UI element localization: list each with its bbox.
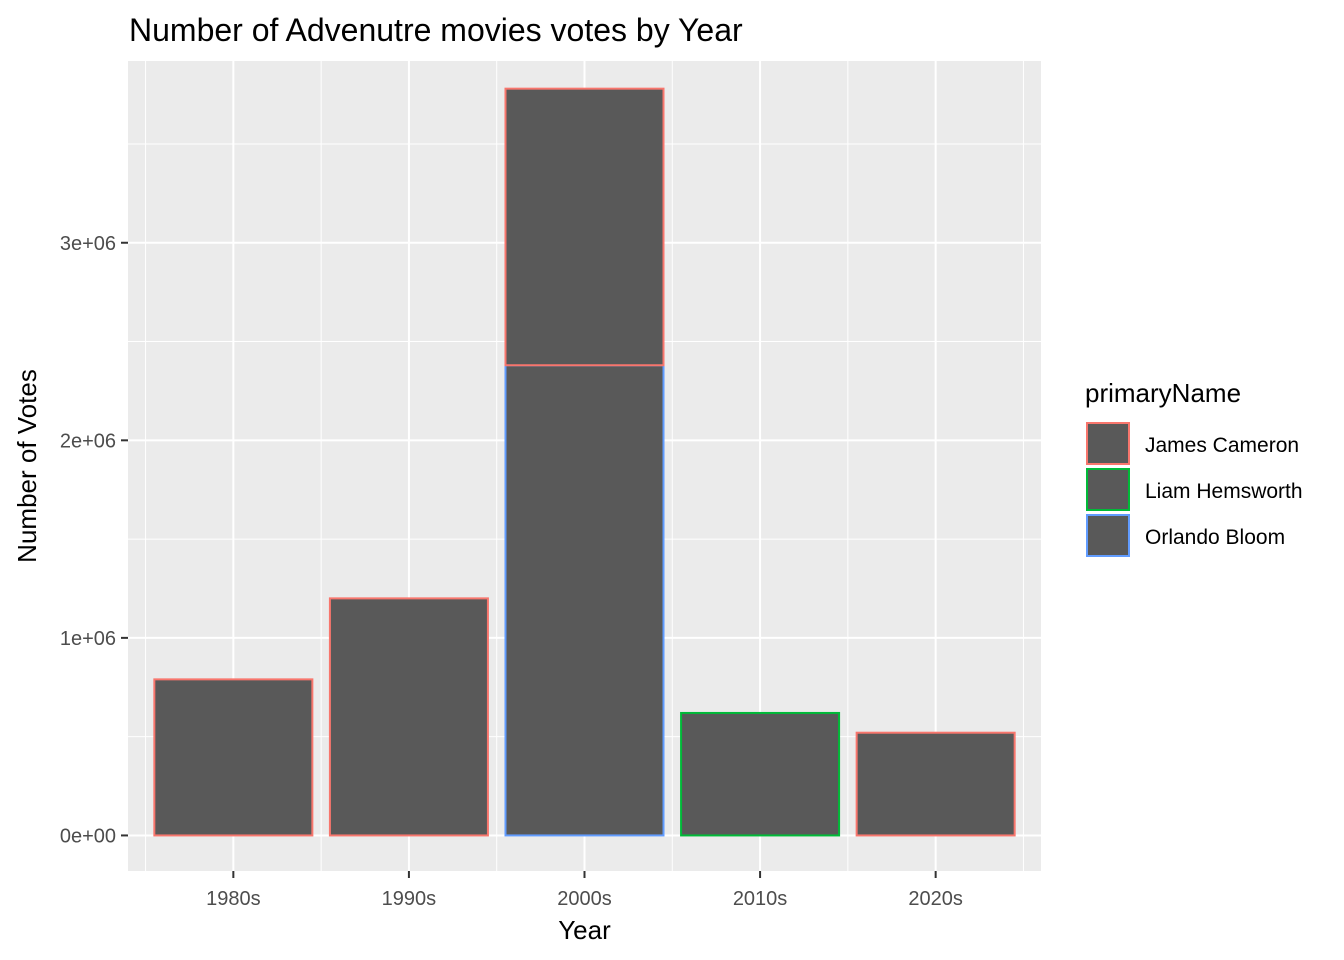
legend-key-orlando-bloom xyxy=(1086,514,1130,557)
bar-1980s-james-cameron xyxy=(153,678,314,837)
y-axis-title: Number of Votes xyxy=(12,369,42,563)
y-tick-label: 0e+00 xyxy=(60,825,116,847)
x-axis: 1980s 1990s 2000s 2010s 2020s xyxy=(206,871,963,910)
legend-key-james-cameron xyxy=(1086,422,1130,465)
chart-title: Number of Advenutre movies votes by Year xyxy=(129,12,743,48)
legend: primaryName James Cameron Liam Hemsworth O… xyxy=(1085,378,1303,557)
bar-2010s-liam-hemsworth xyxy=(680,711,841,837)
x-tick-label: 1990s xyxy=(382,888,437,910)
bar-2020s-james-cameron xyxy=(855,731,1016,837)
legend-key-liam-hemsworth xyxy=(1086,468,1130,511)
legend-label-liam-hemsworth: Liam Hemsworth xyxy=(1145,480,1303,503)
x-tick-label: 1980s xyxy=(206,888,261,910)
legend-title: primaryName xyxy=(1085,378,1241,408)
x-tick-label: 2020s xyxy=(908,888,963,910)
y-tick-label: 3e+06 xyxy=(60,233,116,255)
x-tick-label: 2000s xyxy=(557,888,612,910)
x-tick-label: 2010s xyxy=(733,888,788,910)
y-tick-label: 1e+06 xyxy=(60,628,116,650)
bars xyxy=(153,87,1016,837)
y-tick-label: 2e+06 xyxy=(60,430,116,452)
bar-2000s-orlando-bloom xyxy=(504,364,665,837)
bar-2000s-james-cameron xyxy=(504,87,665,367)
legend-items: James Cameron Liam Hemsworth Orlando Bloom xyxy=(1086,422,1303,557)
legend-label-orlando-bloom: Orlando Bloom xyxy=(1145,526,1285,549)
bar-1990s-james-cameron xyxy=(328,597,489,837)
legend-label-james-cameron: James Cameron xyxy=(1145,434,1299,457)
y-axis: 0e+00 1e+06 2e+06 3e+06 xyxy=(60,233,128,847)
x-axis-title: Year xyxy=(558,915,611,945)
